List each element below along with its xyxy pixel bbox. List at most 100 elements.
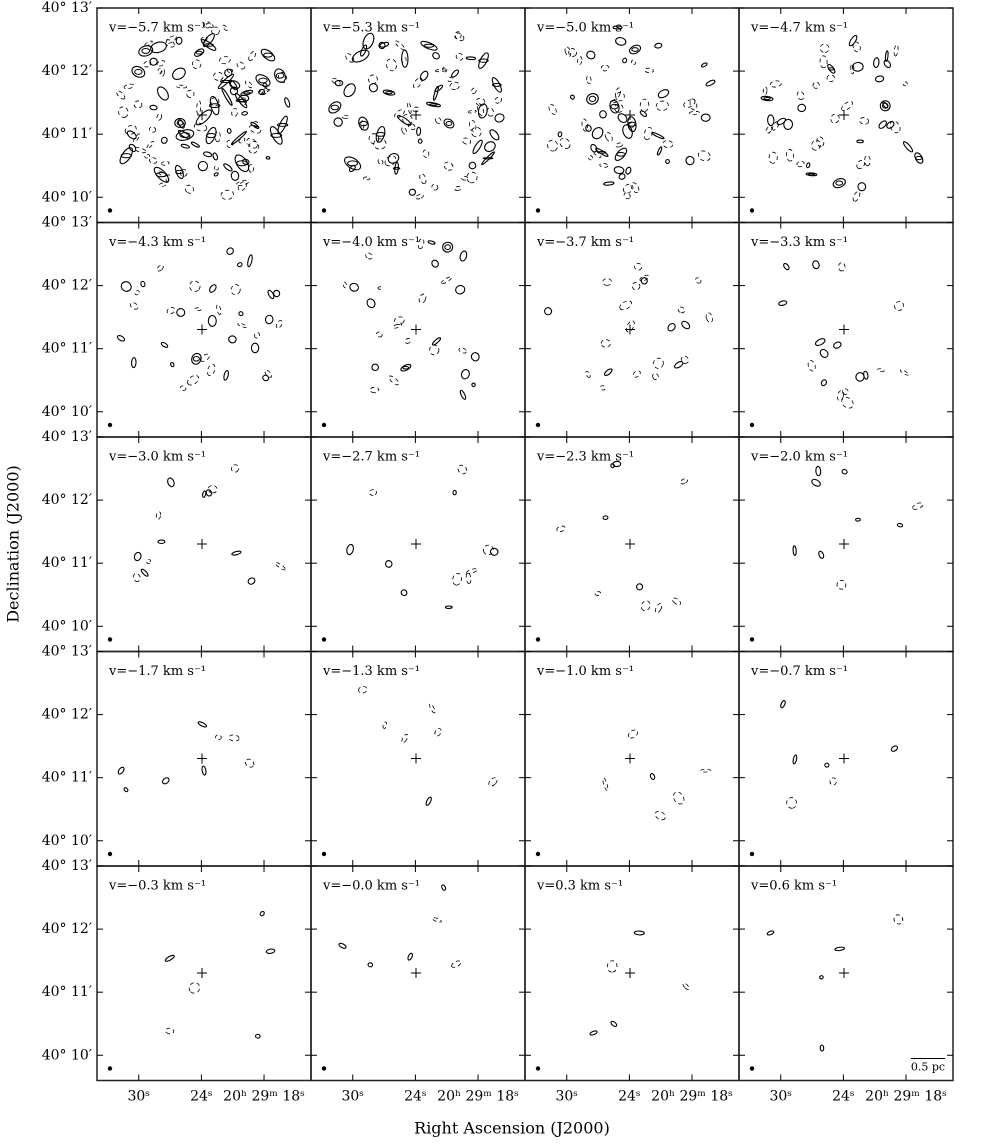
contour: [615, 37, 627, 46]
contour: [236, 160, 248, 167]
contour: [841, 101, 853, 111]
contour: [838, 262, 846, 272]
contour: [365, 252, 373, 260]
contour: [362, 176, 371, 181]
center-cross: [839, 110, 849, 120]
contour: [628, 44, 642, 55]
contour: [820, 379, 827, 387]
contour: [217, 73, 235, 90]
contour: [384, 155, 397, 167]
contour: [657, 89, 670, 99]
contour: [274, 562, 286, 571]
y-tick-label: 40° 11′: [42, 770, 92, 786]
contour: [588, 95, 597, 103]
contour: [205, 489, 213, 497]
contour: [494, 96, 502, 104]
contour: [467, 109, 477, 114]
contour: [431, 337, 442, 346]
contour: [277, 72, 288, 83]
contour: [769, 80, 782, 88]
contour: [671, 597, 681, 606]
contour: [689, 111, 700, 115]
contour: [455, 284, 466, 295]
contour: [338, 942, 347, 949]
contour: [447, 76, 454, 82]
contour: [201, 765, 207, 776]
contour: [434, 68, 448, 73]
contour: [377, 158, 384, 165]
contour: [630, 182, 640, 193]
beam: [107, 1066, 113, 1071]
contour: [228, 335, 237, 344]
contour: [378, 41, 386, 50]
panel: v=0.6 km s⁻¹ 0.5 pc: [738, 865, 954, 1082]
contour: [161, 777, 170, 785]
contour: [811, 478, 821, 487]
contour: [351, 49, 370, 63]
contour: [377, 286, 383, 290]
contour: [187, 375, 200, 386]
contour: [912, 502, 924, 510]
contour: [653, 357, 664, 369]
y-tick-label: 40° 10′: [42, 833, 92, 849]
contour: [466, 171, 478, 184]
contour: [141, 47, 151, 54]
contour: [432, 52, 440, 60]
contour: [682, 982, 690, 990]
contour: [783, 262, 790, 271]
center-cross: [411, 753, 421, 764]
contour: [454, 186, 462, 191]
velocity-label: v=−0.0 km s⁻¹: [322, 879, 420, 894]
contour: [786, 149, 795, 162]
contour: [435, 117, 442, 124]
contour: [165, 174, 170, 184]
panel: v=−4.7 km s⁻¹: [738, 7, 954, 224]
contour: [238, 137, 246, 144]
contour: [116, 90, 126, 100]
contour: [451, 69, 460, 78]
contour: [600, 64, 610, 72]
contour: [131, 65, 146, 78]
contour: [772, 120, 780, 131]
contour: [231, 464, 240, 473]
contour: [899, 369, 909, 376]
contour: [878, 120, 888, 129]
contour: [695, 277, 702, 284]
contour: [207, 485, 218, 494]
contour: [685, 155, 695, 166]
contour: [242, 91, 251, 95]
contour: [766, 930, 775, 936]
panel: v=−4.3 km s⁻¹: [96, 221, 312, 438]
contour: [760, 95, 774, 102]
contour: [236, 180, 249, 186]
contour: [814, 338, 826, 347]
contour: [557, 131, 563, 138]
contour: [826, 74, 835, 83]
contour: [616, 151, 626, 157]
contour: [197, 160, 209, 172]
contour: [762, 86, 768, 95]
contour: [681, 320, 691, 330]
contour: [427, 240, 436, 245]
contour: [227, 68, 234, 73]
beam: [535, 1066, 541, 1071]
contour: [156, 86, 169, 101]
contour: [366, 298, 376, 309]
contour: [220, 189, 235, 200]
contour: [615, 87, 621, 99]
contour: [815, 465, 822, 477]
contour: [585, 370, 591, 378]
contour: [195, 109, 213, 126]
contour: [643, 126, 653, 141]
contour: [240, 89, 254, 96]
contour: [260, 48, 276, 62]
contour: [600, 339, 611, 348]
contour: [444, 605, 453, 610]
contour: [249, 124, 262, 134]
panel: v=−5.3 km s⁻¹: [310, 7, 526, 224]
contour: [834, 946, 846, 952]
contour: [634, 262, 643, 271]
contour: [393, 316, 405, 325]
contour: [472, 139, 483, 155]
contour: [589, 1030, 598, 1036]
